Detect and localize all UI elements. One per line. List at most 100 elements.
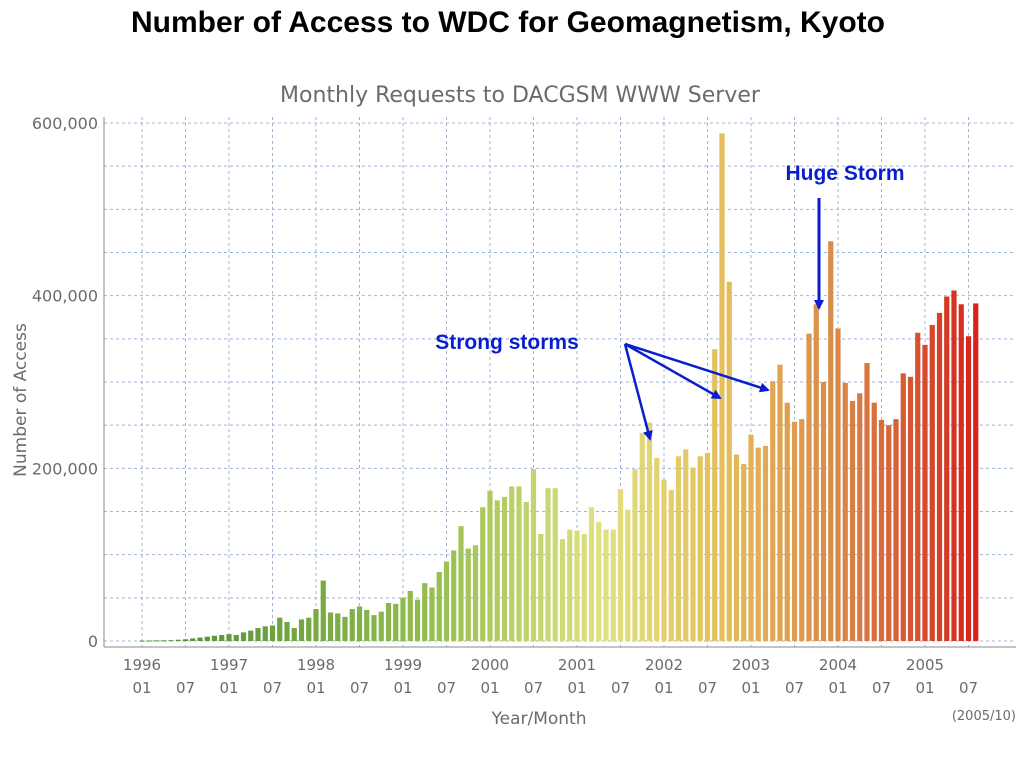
x-tick-year: 1997 xyxy=(210,656,248,674)
bar xyxy=(791,421,798,641)
bar xyxy=(668,489,674,641)
bar xyxy=(574,530,580,641)
bar xyxy=(944,296,950,641)
strong-storm-arrow-2 xyxy=(624,342,722,400)
bar xyxy=(516,486,522,641)
bar xyxy=(929,325,935,641)
bar xyxy=(153,640,160,642)
bar xyxy=(893,419,899,641)
bar xyxy=(690,467,696,641)
x-tick-month: 01 xyxy=(915,679,934,697)
bar xyxy=(269,625,276,641)
bar xyxy=(813,304,819,641)
bar xyxy=(284,622,290,641)
bar xyxy=(400,597,406,641)
bar xyxy=(226,634,232,641)
bar xyxy=(349,609,355,641)
bar xyxy=(683,449,689,641)
strong-storms-annotation: Strong storms xyxy=(435,331,770,441)
bar xyxy=(378,611,384,641)
x-tick-year: 2003 xyxy=(732,656,770,674)
bar xyxy=(255,628,261,641)
bar xyxy=(197,637,203,641)
bar xyxy=(393,603,399,641)
strong-storm-arrow-1 xyxy=(623,343,653,441)
bar xyxy=(371,615,377,641)
bar xyxy=(465,548,471,641)
bar xyxy=(828,241,834,641)
y-tick-label: 400,000 xyxy=(32,287,98,306)
x-tick-year: 1999 xyxy=(384,656,422,674)
bar xyxy=(610,529,616,641)
bar xyxy=(429,587,435,641)
x-tick-month: 07 xyxy=(872,679,891,697)
y-tick-labels: 0 200,000 400,000 600,000 xyxy=(32,114,98,651)
bar xyxy=(973,303,979,641)
bar xyxy=(385,603,392,641)
strong-storm-arrow-3 xyxy=(624,342,770,393)
bar xyxy=(748,434,754,641)
huge-storm-label: Huge Storm xyxy=(785,162,904,185)
x-tick-month: 07 xyxy=(263,679,282,697)
x-tick-month: 01 xyxy=(480,679,499,697)
x-tick-month: 07 xyxy=(611,679,630,697)
bar xyxy=(146,640,152,642)
bar xyxy=(291,628,297,641)
bar xyxy=(335,613,341,641)
y-tick-label: 200,000 xyxy=(32,459,98,478)
bar xyxy=(175,639,181,641)
bar xyxy=(777,364,783,641)
bar xyxy=(422,583,428,641)
x-tick-month: 01 xyxy=(306,679,325,697)
bar xyxy=(552,488,558,641)
bar xyxy=(661,479,667,641)
huge-storm-annotation: Huge Storm xyxy=(785,162,905,310)
bar xyxy=(458,526,464,641)
bar xyxy=(726,281,732,641)
bar xyxy=(277,617,283,641)
bar xyxy=(168,640,174,642)
bar xyxy=(625,509,631,641)
bar xyxy=(806,333,812,641)
bar xyxy=(907,376,914,641)
x-tick-year: 1998 xyxy=(297,656,335,674)
x-tick-year: 2004 xyxy=(819,656,857,674)
bar xyxy=(523,502,529,641)
bar xyxy=(233,634,239,641)
bar xyxy=(509,486,515,641)
bar xyxy=(320,580,326,641)
x-axis-label: Year/Month xyxy=(490,709,586,729)
x-tick-month: 07 xyxy=(437,679,456,697)
x-tick-month: 01 xyxy=(828,679,847,697)
bar xyxy=(588,507,595,641)
grid xyxy=(104,117,1016,647)
bar xyxy=(356,606,363,641)
x-tick-month: 07 xyxy=(698,679,717,697)
bar xyxy=(654,457,660,641)
bar xyxy=(306,617,312,641)
bar xyxy=(219,634,225,641)
bar xyxy=(436,571,442,641)
bar xyxy=(617,489,624,641)
x-tick-labels: 1996 01 07 1997 01 07 1998 01 07 1999 01 07 2000 01 07… xyxy=(123,656,978,697)
bar xyxy=(936,312,943,641)
bar xyxy=(915,332,921,641)
x-tick-month: 01 xyxy=(393,679,412,697)
bar xyxy=(820,382,827,641)
bar xyxy=(675,456,682,641)
bar xyxy=(900,373,906,641)
bar xyxy=(784,402,790,641)
bar xyxy=(494,500,500,641)
axes xyxy=(103,117,1016,648)
slide-title: Number of Access to WDC for Geomagnetism… xyxy=(131,6,885,39)
bar xyxy=(697,456,703,641)
bar xyxy=(762,445,769,641)
bar xyxy=(755,447,761,641)
bar xyxy=(639,432,645,641)
bar xyxy=(211,635,218,641)
bar xyxy=(951,290,957,641)
bar xyxy=(262,626,268,641)
x-tick-month: 07 xyxy=(959,679,978,697)
bar xyxy=(567,529,573,641)
bar xyxy=(842,382,848,641)
